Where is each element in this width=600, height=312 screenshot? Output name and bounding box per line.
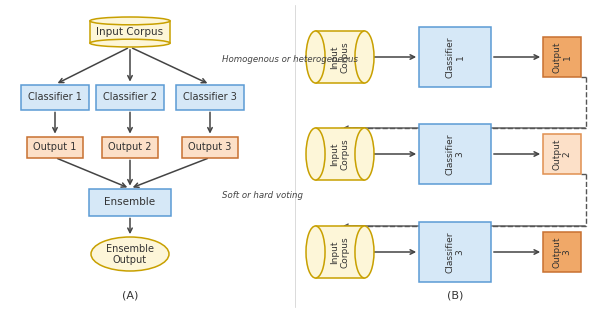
Text: Ensemble: Ensemble	[104, 197, 155, 207]
Text: Classifier 1: Classifier 1	[28, 92, 82, 102]
Ellipse shape	[355, 128, 374, 180]
Text: Classifier
3: Classifier 3	[445, 133, 465, 175]
FancyBboxPatch shape	[543, 232, 581, 272]
FancyBboxPatch shape	[182, 137, 238, 158]
FancyBboxPatch shape	[419, 222, 491, 282]
Text: Classifier 2: Classifier 2	[103, 92, 157, 102]
FancyBboxPatch shape	[543, 134, 581, 174]
FancyBboxPatch shape	[543, 37, 581, 77]
Text: (A): (A)	[122, 290, 138, 300]
Polygon shape	[90, 21, 170, 43]
Text: Classifier
3: Classifier 3	[445, 231, 465, 273]
Ellipse shape	[355, 31, 374, 83]
Ellipse shape	[91, 237, 169, 271]
Text: Ensemble: Ensemble	[106, 244, 154, 254]
Ellipse shape	[355, 226, 374, 278]
Text: Classifier
1: Classifier 1	[445, 36, 465, 78]
FancyBboxPatch shape	[27, 137, 83, 158]
Text: Classifier 3: Classifier 3	[183, 92, 237, 102]
Text: Soft or hard voting: Soft or hard voting	[222, 192, 303, 201]
Text: (B): (B)	[447, 290, 463, 300]
FancyBboxPatch shape	[419, 124, 491, 184]
Text: Output 3: Output 3	[188, 142, 232, 152]
Text: Input
Corpus: Input Corpus	[331, 236, 350, 268]
Text: Output
2: Output 2	[552, 138, 572, 170]
Polygon shape	[316, 128, 364, 180]
FancyBboxPatch shape	[96, 85, 164, 110]
FancyBboxPatch shape	[176, 85, 244, 110]
Ellipse shape	[306, 226, 325, 278]
FancyBboxPatch shape	[21, 85, 89, 110]
Text: Output 1: Output 1	[34, 142, 77, 152]
Polygon shape	[316, 226, 364, 278]
Polygon shape	[316, 31, 364, 83]
Text: Input
Corpus: Input Corpus	[331, 138, 350, 170]
Text: Output
1: Output 1	[552, 41, 572, 73]
FancyBboxPatch shape	[89, 188, 171, 216]
Text: Output 2: Output 2	[108, 142, 152, 152]
Ellipse shape	[306, 31, 325, 83]
Text: Homogenous or heterogeneous: Homogenous or heterogeneous	[222, 55, 358, 64]
Ellipse shape	[90, 17, 170, 25]
Text: Input Corpus: Input Corpus	[97, 27, 164, 37]
Ellipse shape	[306, 128, 325, 180]
FancyBboxPatch shape	[102, 137, 158, 158]
Text: Output
3: Output 3	[552, 236, 572, 268]
Text: Input
Corpus: Input Corpus	[331, 41, 350, 73]
FancyBboxPatch shape	[419, 27, 491, 87]
Ellipse shape	[90, 39, 170, 47]
Text: Output: Output	[113, 255, 147, 265]
